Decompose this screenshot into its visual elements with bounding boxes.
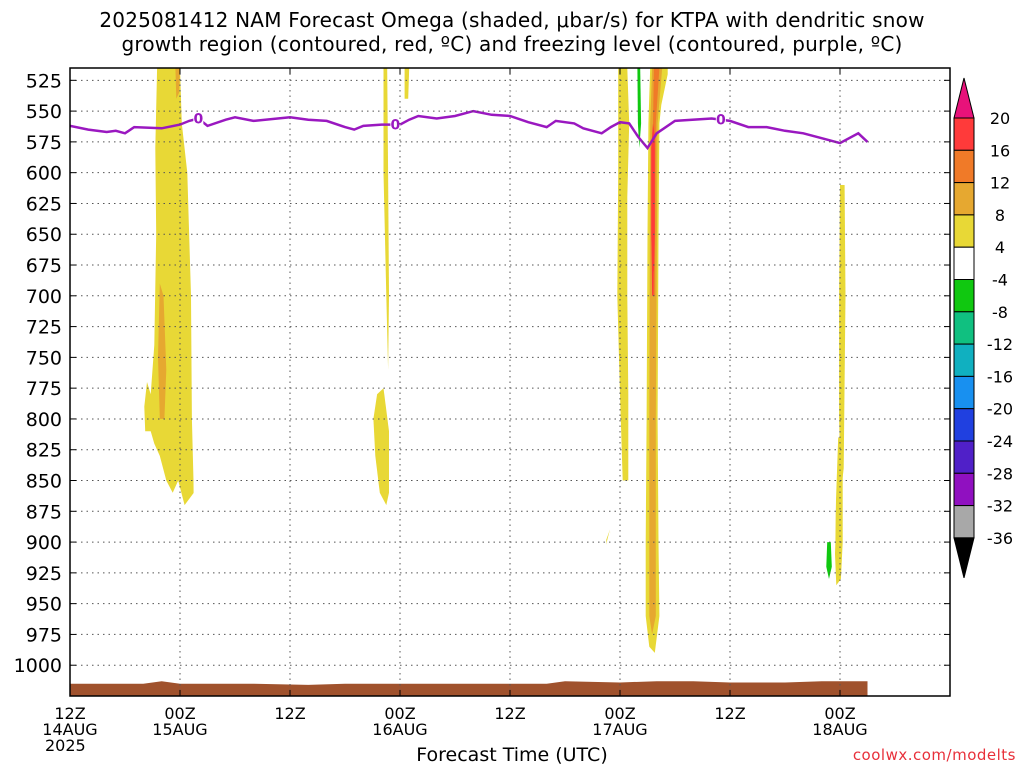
x-tick-label: 12Z [714,704,745,723]
x-tick-label: 16AUG [372,720,427,739]
colorbar-top-arrow [953,77,975,119]
x-tick-label: 14AUG [42,720,97,739]
x-tick-label: 00Z [384,704,415,723]
colorbar-label: -24 [987,432,1013,451]
y-tick-label: 575 [26,132,62,154]
grid-lines [70,68,950,696]
colorbar-label: -32 [987,497,1013,516]
colorbar-label: -8 [992,303,1008,322]
x-tick-label: 17AUG [592,720,647,739]
colorbar-label: 12 [990,174,1010,193]
omega-region-1 [158,283,167,419]
y-tick-label: 850 [26,471,62,493]
colorbar-segment-3 [953,214,975,248]
omega-region-18 [633,283,638,395]
x-tick-label: 12Z [274,704,305,723]
y-tick-label: 700 [26,286,62,308]
omega-region-14 [834,437,843,586]
colorbar-segment-5 [953,279,975,313]
y-tick-label: 725 [26,317,62,339]
source-credit: coolwx.com/modelts [852,746,1016,764]
colorbar-label: 8 [995,206,1005,225]
colorbar-segment-7 [953,343,975,377]
colorbar-label: -4 [992,271,1008,290]
y-tick-label: 875 [26,501,62,523]
x-tick-label: 00Z [604,704,635,723]
freezing-level-label: 0 [716,113,726,129]
omega-region-5 [373,388,389,506]
omega-region-7 [617,68,630,481]
colorbar-segment-4 [953,246,975,280]
colorbar-label: -28 [987,464,1013,483]
chart-title: 2025081412 NAM Forecast Omega (shaded, μ… [0,8,1024,56]
omega-region-16 [345,523,362,641]
surface-band [70,681,868,696]
x-tick-label: 15AUG [152,720,207,739]
y-tick-label: 650 [26,224,62,246]
y-tick-label: 600 [26,163,62,185]
y-tick-label: 900 [26,532,62,554]
x-tick-label: 18AUG [812,720,867,739]
y-tick-label: 1000 [14,655,62,677]
y-tick-label: 800 [26,409,62,431]
x-tick-label: 2025 [45,736,86,755]
freezing-level-label: 0 [391,118,401,134]
omega-region-0 [144,68,194,506]
freezing-label-bg-2 [715,111,726,128]
freezing-level-line [70,109,869,151]
freezing-level-label: 0 [193,111,203,127]
colorbar-segment-2 [953,182,975,216]
freezing-label-bg-1 [390,116,401,133]
omega-region-2 [175,68,180,99]
colorbar-segment-0 [953,117,975,151]
x-axis-label: Forecast Time (UTC) [416,744,608,766]
freezing-label-bg-0 [193,110,204,127]
colorbar-label: -20 [987,400,1013,419]
y-tick-label: 825 [26,440,62,462]
colorbar-label: -16 [987,367,1013,386]
omega-region-21 [811,74,840,641]
axes: 525 550 575 600 625 650 675 700 725 750 775 800 825 8… [14,67,951,755]
omega-region-4 [404,68,410,99]
colorbar-bottom-arrow [953,537,975,579]
colorbar-segment-10 [953,440,975,474]
colorbar-segment-12 [953,505,975,539]
x-tick-label: 12Z [54,704,85,723]
x-tick-label: 00Z [164,704,195,723]
colorbar-segment-9 [953,408,975,442]
omega-region-3 [383,68,389,370]
x-tick-label: 00Z [824,704,855,723]
colorbar-segment-1 [953,149,975,184]
colorbar-label: 4 [995,238,1005,257]
y-tick-label: 775 [26,378,62,400]
omega-region-15 [192,91,197,513]
y-tick-label: 925 [26,563,62,585]
y-tick-label: 950 [26,594,62,616]
y-tick-label: 625 [26,193,62,215]
omega-region-12 [651,221,654,296]
y-tick-label: 550 [26,101,62,123]
y-tick-label: 675 [26,255,62,277]
title-line-1: 2025081412 NAM Forecast Omega (shaded, μ… [99,8,925,32]
colorbar-label: -36 [987,529,1013,548]
y-tick-label: 525 [26,70,62,92]
colorbar-label: 16 [990,141,1010,160]
colorbar-segment-6 [953,311,975,345]
omega-region-20 [637,68,642,148]
y-tick-label: 975 [26,624,62,646]
omega-region-13 [839,185,846,493]
y-tick-label: 750 [26,347,62,369]
omega-region-22 [826,542,832,579]
colorbar-segment-11 [953,472,975,507]
colorbar: 20 16 12 8 4 -4 -8 -12 -16 -20 -24 -28 -32 -36 [953,77,1013,579]
omega-region-17 [590,529,618,641]
colorbar-label: 20 [990,109,1010,128]
colorbar-label: -12 [987,335,1013,354]
title-line-2: growth region (contoured, red, ºC) and f… [121,32,903,56]
plot-area: 0 0 0 [70,68,869,696]
colorbar-segment-8 [953,375,975,410]
x-tick-label: 12Z [494,704,525,723]
